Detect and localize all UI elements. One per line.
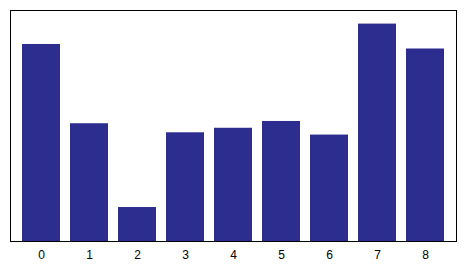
svg-text:5: 5 — [278, 248, 285, 262]
svg-text:1: 1 — [86, 248, 93, 262]
svg-text:7: 7 — [374, 248, 381, 262]
svg-text:6: 6 — [326, 248, 333, 262]
svg-text:8: 8 — [422, 248, 429, 262]
svg-text:4: 4 — [230, 248, 237, 262]
svg-text:2: 2 — [134, 248, 141, 262]
svg-text:3: 3 — [182, 248, 189, 262]
svg-text:0: 0 — [38, 248, 45, 262]
